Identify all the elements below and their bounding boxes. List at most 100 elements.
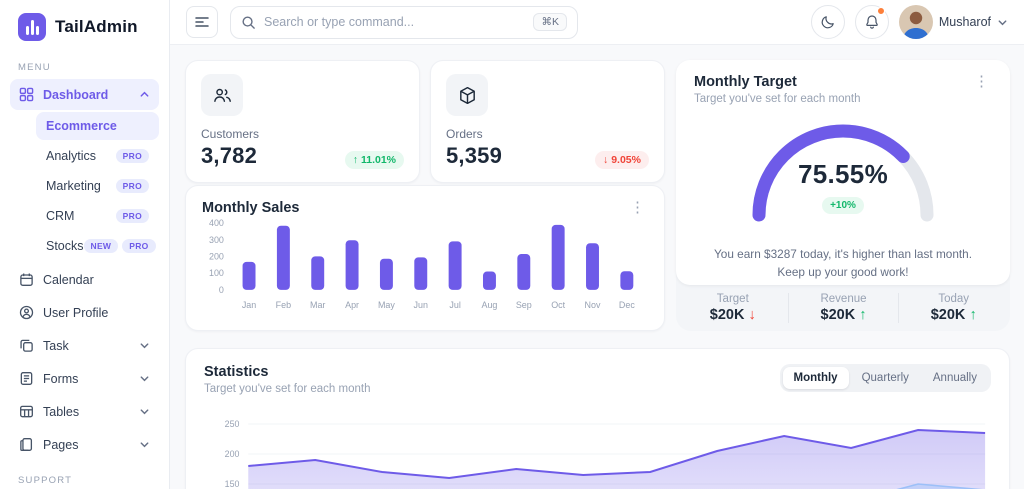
- dashboard-content: Customers 3,782 ↑ 11.01% Orders 5: [170, 45, 1024, 489]
- sidebar-item-label: Forms: [43, 371, 79, 386]
- orders-box-icon: [446, 74, 488, 116]
- target-footer-stats: Target $20K ↓ Revenue $20K ↑ Today $20K …: [676, 285, 1010, 331]
- monthly-sales-card: Monthly Sales ⋮ 0 100 200 300 400 Jan Feb Mar Ap…: [185, 185, 665, 331]
- submenu-item-label: Stocks: [46, 239, 84, 253]
- submenu-item-label: Ecommerce: [46, 119, 117, 133]
- sidebar-item-calendar[interactable]: Calendar: [10, 264, 159, 295]
- chevron-down-icon: [139, 340, 150, 351]
- task-icon: [19, 338, 34, 353]
- gauge-percent: 75.55%: [798, 159, 888, 189]
- sidebar-item-label: Calendar: [43, 272, 94, 287]
- pro-badge: PRO: [115, 149, 149, 163]
- svg-text:0: 0: [219, 285, 224, 295]
- arrow-up-icon: ↑: [969, 307, 977, 323]
- moon-icon: [821, 16, 834, 29]
- statistics-title: Statistics: [204, 364, 269, 380]
- svg-text:Feb: Feb: [276, 300, 291, 310]
- svg-text:Jun: Jun: [414, 300, 428, 310]
- pro-badge: PRO: [122, 239, 156, 253]
- svg-text:400: 400: [209, 218, 224, 228]
- sidebar-item-dashboard[interactable]: Dashboard: [10, 79, 159, 110]
- arrow-down-icon: ↓: [748, 307, 756, 323]
- tables-icon: [19, 404, 34, 419]
- sidebar-item-label: Tables: [43, 404, 80, 419]
- pro-badge: PRO: [115, 209, 149, 223]
- monthly-target-title: Monthly Target: [694, 74, 797, 90]
- pro-badge: PRO: [115, 179, 149, 193]
- svg-text:300: 300: [209, 235, 224, 245]
- svg-text:250: 250: [225, 419, 240, 429]
- orders-metric-card: Orders 5,359 ↓ 9.05%: [430, 60, 665, 183]
- submenu-item-stocks[interactable]: Stocks NEW PRO: [36, 232, 159, 260]
- submenu-item-crm[interactable]: CRM PRO: [36, 202, 159, 230]
- tab-monthly[interactable]: Monthly: [782, 367, 849, 389]
- statistics-area-chart: 250 200 150: [225, 419, 986, 489]
- customers-group-icon: [201, 74, 243, 116]
- chevron-down-icon: [998, 19, 1007, 25]
- customers-metric-card: Customers 3,782 ↑ 11.01%: [185, 60, 420, 183]
- submenu-item-label: Analytics: [46, 149, 97, 163]
- svg-text:Jul: Jul: [449, 300, 460, 310]
- sidebar-item-label: User Profile: [43, 305, 109, 320]
- sidebar-toggle-button[interactable]: [186, 6, 218, 38]
- sidebar-item-user-profile[interactable]: User Profile: [10, 297, 159, 328]
- kebab-menu-icon[interactable]: ⋮: [630, 199, 645, 216]
- target-gauge: 75.55% +10%: [694, 113, 992, 229]
- svg-text:200: 200: [225, 449, 240, 459]
- submenu-item-label: Marketing: [46, 179, 101, 193]
- grid-icon: [19, 87, 34, 102]
- tab-annually[interactable]: Annually: [932, 372, 977, 384]
- dark-mode-toggle[interactable]: [810, 5, 845, 39]
- svg-text:Mar: Mar: [310, 300, 325, 310]
- kebab-menu-icon[interactable]: ⋮: [974, 73, 989, 90]
- svg-text:Dec: Dec: [619, 300, 635, 310]
- sidebar-item-pages[interactable]: Pages: [10, 429, 159, 460]
- target-stat: Target $20K ↓: [709, 293, 756, 323]
- gauge-delta-badge: +10%: [822, 197, 864, 214]
- svg-text:100: 100: [209, 268, 224, 278]
- notifications-button[interactable]: [854, 5, 889, 39]
- metric-label: Customers: [201, 127, 260, 141]
- svg-text:Apr: Apr: [345, 300, 359, 310]
- monthly-target-subtitle: Target you've set for each month: [694, 93, 861, 105]
- topbar: ⌘K Musharof: [170, 0, 1024, 45]
- submenu-item-ecommerce[interactable]: Ecommerce: [36, 112, 159, 140]
- bell-icon: [866, 15, 878, 29]
- chevron-down-icon: [139, 373, 150, 384]
- sidebar-item-tables[interactable]: Tables: [10, 396, 159, 427]
- svg-text:Aug: Aug: [482, 300, 498, 310]
- statistics-period-tabs: Monthly Quarterly Annually: [779, 364, 991, 392]
- svg-text:Sep: Sep: [516, 300, 532, 310]
- submenu-item-marketing[interactable]: Marketing PRO: [36, 172, 159, 200]
- main-column: ⌘K Musharof: [170, 0, 1024, 489]
- submenu-item-analytics[interactable]: Analytics PRO: [36, 142, 159, 170]
- svg-text:Nov: Nov: [585, 300, 601, 310]
- revenue-stat: Revenue $20K ↑: [787, 293, 898, 323]
- metric-delta-badge: ↑ 11.01%: [344, 151, 404, 169]
- app-logo[interactable]: TailAdmin: [0, 0, 169, 49]
- search-input[interactable]: [264, 15, 526, 29]
- search-bar[interactable]: ⌘K: [230, 5, 578, 39]
- sidebar-item-forms[interactable]: Forms: [10, 363, 159, 394]
- submenu-item-label: CRM: [46, 209, 75, 223]
- user-name: Musharof: [938, 15, 991, 29]
- svg-text:May: May: [378, 300, 395, 310]
- monthly-sales-bar-chart: 0 100 200 300 400 Jan Feb Mar Apr May Jun Jul Aug Sep…: [209, 218, 635, 310]
- user-icon: [19, 305, 34, 320]
- app-name: TailAdmin: [55, 17, 138, 36]
- svg-text:200: 200: [209, 252, 224, 262]
- support-section-label: SUPPORT: [18, 475, 73, 486]
- user-menu[interactable]: Musharof: [898, 5, 1008, 39]
- metric-label: Orders: [446, 127, 483, 141]
- statistics-subtitle: Target you've set for each month: [204, 383, 371, 395]
- svg-text:Jan: Jan: [242, 300, 256, 310]
- chevron-down-icon: [139, 406, 150, 417]
- sidebar-item-task[interactable]: Task: [10, 330, 159, 361]
- chevron-down-icon: [139, 439, 150, 450]
- monthly-target-card: Monthly Target Target you've set for eac…: [676, 60, 1010, 331]
- forms-icon: [19, 371, 34, 386]
- tab-quarterly[interactable]: Quarterly: [861, 372, 909, 384]
- search-icon: [242, 15, 255, 29]
- svg-text:Oct: Oct: [551, 300, 565, 310]
- today-stat: Today $20K ↑: [898, 293, 1008, 323]
